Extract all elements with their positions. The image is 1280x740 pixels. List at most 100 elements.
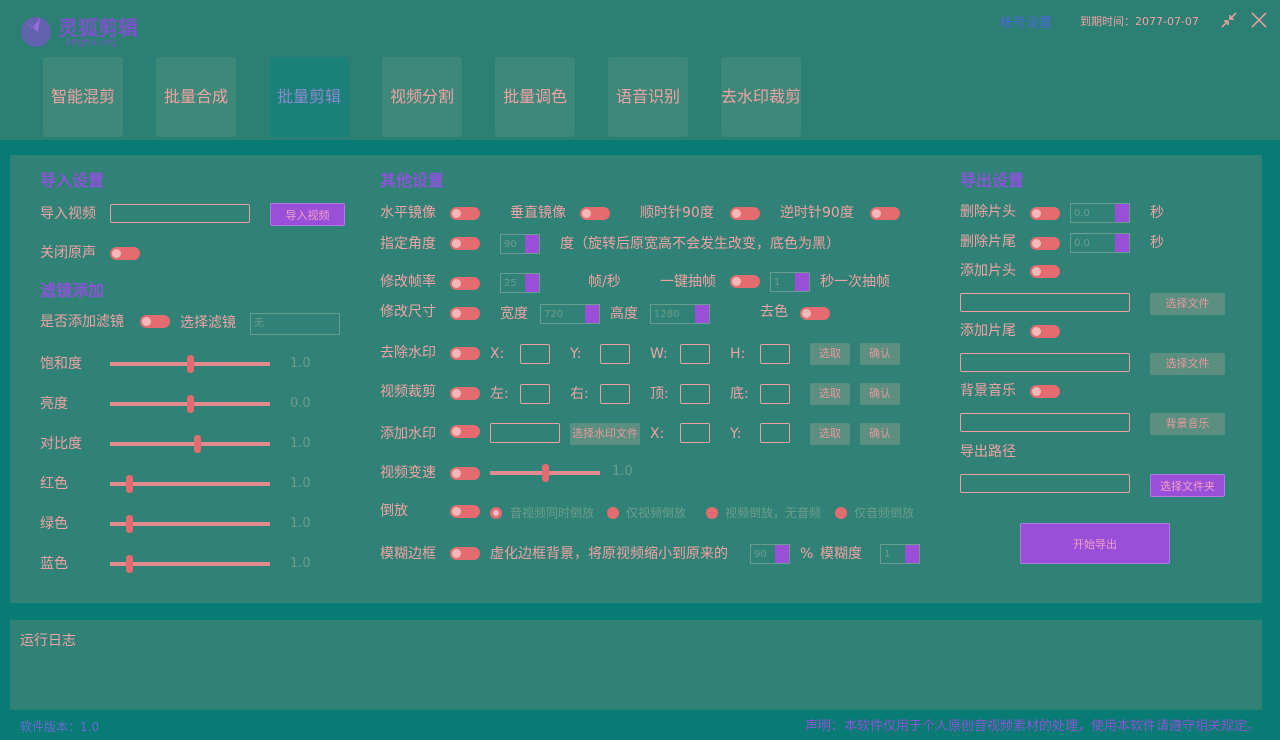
- text-input[interactable]: [680, 344, 710, 364]
- toggle[interactable]: [450, 307, 480, 320]
- close-button[interactable]: [1250, 11, 1268, 29]
- toggle-knob: [732, 209, 741, 218]
- tab[interactable]: 语音识别: [608, 57, 688, 137]
- radio[interactable]: [490, 507, 502, 519]
- radio[interactable]: [835, 507, 847, 519]
- spinner[interactable]: 90: [500, 234, 540, 254]
- button[interactable]: 确认: [860, 383, 900, 405]
- toggle[interactable]: [1030, 325, 1060, 338]
- toggle[interactable]: [730, 207, 760, 220]
- toggle[interactable]: [1030, 385, 1060, 398]
- radio-label: 音视频同时倒放: [510, 506, 595, 520]
- button[interactable]: 确认: [860, 343, 900, 365]
- toggle[interactable]: [450, 277, 480, 290]
- text-input[interactable]: [960, 352, 1130, 372]
- spinner[interactable]: 0.0: [1070, 203, 1130, 223]
- toggle[interactable]: [450, 467, 480, 480]
- slider-knob[interactable]: [126, 475, 133, 493]
- slider-knob[interactable]: [187, 395, 194, 413]
- toggle[interactable]: [800, 307, 830, 320]
- slider-track[interactable]: [110, 562, 270, 566]
- minimize-button[interactable]: [1220, 11, 1238, 29]
- text-input[interactable]: [600, 384, 630, 404]
- radio[interactable]: [706, 507, 718, 519]
- text-input[interactable]: [600, 344, 630, 364]
- text-input[interactable]: [680, 423, 710, 443]
- slider-knob[interactable]: [126, 555, 133, 573]
- text-input[interactable]: [960, 412, 1130, 432]
- text-input[interactable]: [520, 384, 550, 404]
- tab[interactable]: 批量剪辑: [269, 57, 349, 137]
- button[interactable]: 选取: [810, 423, 850, 445]
- toggle[interactable]: [1030, 265, 1060, 278]
- toggle[interactable]: [730, 275, 760, 288]
- text-input[interactable]: [960, 473, 1130, 493]
- tab[interactable]: 智能混剪: [43, 57, 123, 137]
- label: %: [800, 546, 814, 562]
- spinner[interactable]: 25: [500, 273, 540, 293]
- tab[interactable]: 视频分割: [382, 57, 462, 137]
- label: 红色: [40, 476, 68, 492]
- slider-value: 1.0: [612, 464, 633, 479]
- toggle-knob: [452, 389, 461, 398]
- toggle-knob: [732, 277, 741, 286]
- text-input[interactable]: [760, 344, 790, 364]
- button[interactable]: 选择文件: [1150, 353, 1225, 375]
- tab[interactable]: 去水印裁剪: [721, 57, 801, 137]
- spinner[interactable]: 1280: [650, 304, 710, 324]
- slider-track[interactable]: [110, 442, 270, 446]
- slider-knob[interactable]: [187, 355, 194, 373]
- toggle[interactable]: [450, 207, 480, 220]
- toggle[interactable]: [450, 505, 480, 518]
- label: X:: [490, 346, 505, 362]
- spinner[interactable]: 1: [880, 544, 920, 564]
- button[interactable]: 选择文件夹: [1150, 473, 1225, 497]
- toggle[interactable]: [450, 387, 480, 400]
- tab[interactable]: 批量调色: [495, 57, 575, 137]
- button[interactable]: 选择水印文件: [570, 423, 640, 445]
- slider-knob[interactable]: [126, 515, 133, 533]
- tab[interactable]: 批量合成: [156, 57, 236, 137]
- text-input[interactable]: [680, 384, 710, 404]
- button[interactable]: 选择文件: [1150, 293, 1225, 315]
- slider-knob[interactable]: [194, 435, 201, 453]
- spinner[interactable]: 90: [750, 544, 790, 564]
- slider-track[interactable]: [110, 522, 270, 526]
- button[interactable]: 导入视频: [270, 202, 345, 226]
- toggle[interactable]: [580, 207, 610, 220]
- spinner-arrows: [525, 274, 539, 292]
- label: 关闭原声: [40, 245, 96, 261]
- toggle[interactable]: [140, 315, 170, 328]
- text-input[interactable]: [760, 384, 790, 404]
- toggle[interactable]: [450, 347, 480, 360]
- label: 是否添加滤镜: [40, 314, 124, 330]
- button[interactable]: 开始导出: [1020, 522, 1170, 564]
- button[interactable]: 选取: [810, 343, 850, 365]
- text-input[interactable]: [960, 292, 1130, 312]
- toggle[interactable]: [450, 237, 480, 250]
- slider-knob[interactable]: [542, 464, 549, 482]
- button[interactable]: 确认: [860, 423, 900, 445]
- spinner[interactable]: 1: [770, 272, 810, 292]
- toggle[interactable]: [450, 425, 480, 438]
- toggle[interactable]: [870, 207, 900, 220]
- toggle-knob: [142, 317, 151, 326]
- text-input[interactable]: [490, 423, 560, 443]
- text-input[interactable]: [760, 423, 790, 443]
- button[interactable]: 背景音乐: [1150, 413, 1225, 435]
- toggle[interactable]: [1030, 207, 1060, 220]
- toggle[interactable]: [110, 247, 140, 260]
- button[interactable]: 选取: [810, 383, 850, 405]
- dropdown[interactable]: 无: [250, 313, 340, 335]
- slider-track[interactable]: [110, 482, 270, 486]
- spinner-arrows: [1115, 204, 1129, 222]
- toggle[interactable]: [450, 547, 480, 560]
- text-input[interactable]: [520, 344, 550, 364]
- toggle[interactable]: [1030, 237, 1060, 250]
- label: 宽度: [500, 306, 528, 322]
- spinner[interactable]: 720: [540, 304, 600, 324]
- spinner[interactable]: 0.0: [1070, 233, 1130, 253]
- text-input[interactable]: [110, 203, 250, 223]
- radio[interactable]: [607, 507, 619, 519]
- account-link[interactable]: 帐号设置: [1000, 16, 1053, 31]
